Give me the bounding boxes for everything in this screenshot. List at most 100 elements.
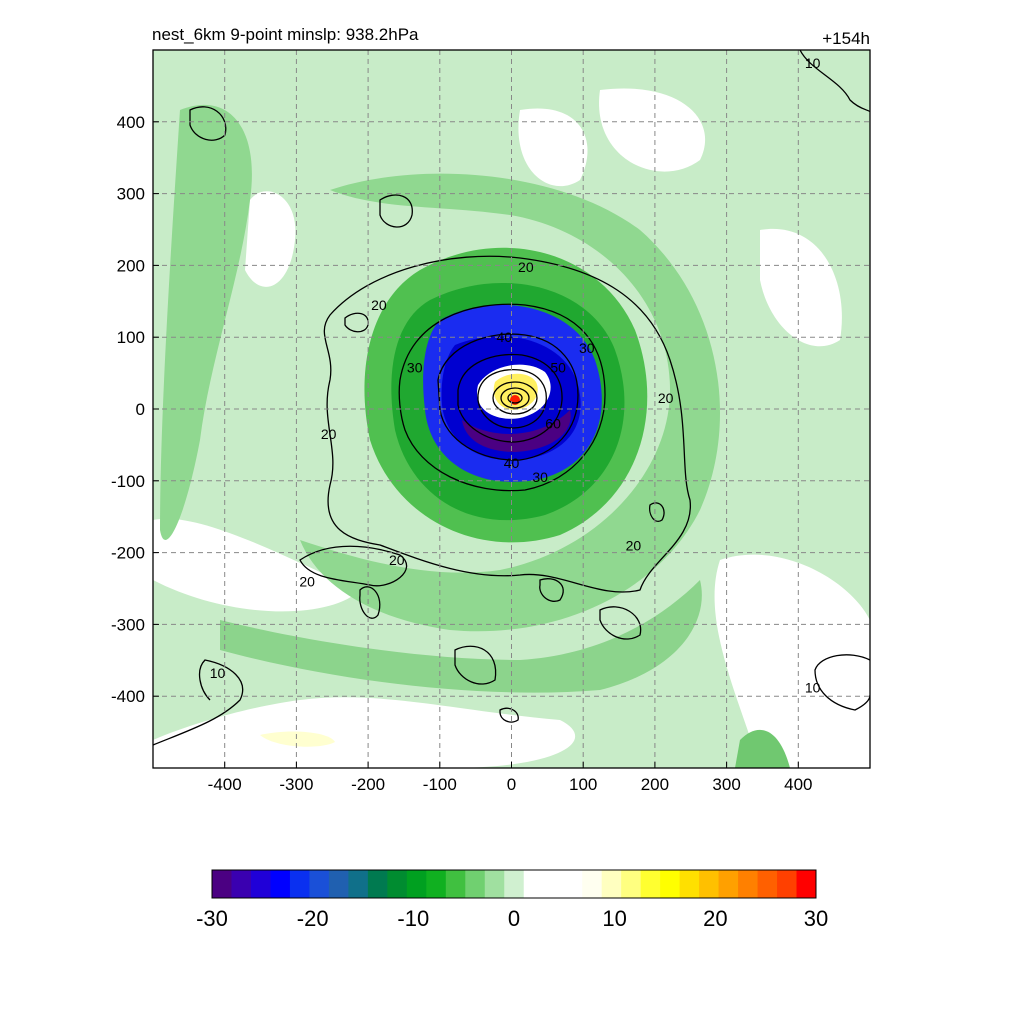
- y-tick-label: 200: [117, 256, 145, 275]
- forecast-hour-label: +154h: [822, 29, 870, 48]
- contour-label: 20: [299, 573, 315, 589]
- contour-label: 20: [389, 552, 405, 568]
- colorbar-segment: [621, 870, 642, 898]
- colorbar-segment: [738, 870, 759, 898]
- contour-small-sw1: [359, 586, 381, 619]
- colorbar-segment: [367, 870, 388, 898]
- colorbar: [211, 869, 817, 899]
- x-tick-label: -200: [351, 775, 385, 794]
- y-tick-label: 300: [117, 185, 145, 204]
- plot-area: 10 10 10 20 20 20 20 20 20 20 30 30 30 40 40 50 60: [153, 50, 870, 768]
- x-tick-label: 200: [641, 775, 669, 794]
- shade-band-south: [220, 580, 702, 693]
- colorbar-tick-label: -20: [297, 906, 329, 931]
- colorbar-segment: [640, 870, 661, 898]
- shade-white-patch-ne: [599, 88, 706, 172]
- shade-eye-warm: [493, 373, 538, 410]
- contour-label: 20: [371, 297, 387, 313]
- x-tick-label: 100: [569, 775, 597, 794]
- contour-label: 30: [532, 469, 548, 485]
- colorbar-segment: [426, 870, 447, 898]
- colorbar-frame: [211, 869, 817, 899]
- colorbar-segment: [660, 870, 681, 898]
- colorbar-segment: [231, 870, 252, 898]
- x-tick-label: 400: [784, 775, 812, 794]
- contour-labels: 10 10 10 20 20 20 20 20 20 20 30 30 30 40 40 50 60: [210, 55, 821, 696]
- contour-30: [398, 303, 606, 492]
- colorbar-segment: [718, 870, 739, 898]
- x-tick-label: -300: [279, 775, 313, 794]
- y-tick-label: -400: [111, 687, 145, 706]
- colorbar-tick-label: 20: [703, 906, 727, 931]
- contour-label: 20: [658, 390, 674, 406]
- shade-white-patch-n: [518, 108, 588, 187]
- colorbar-tick-label: -10: [397, 906, 429, 931]
- contour-small-se: [649, 502, 665, 522]
- colorbar-segment: [250, 870, 271, 898]
- contour-10-se: [814, 654, 870, 711]
- contour-10-sw: [153, 659, 244, 746]
- contour-label: 30: [579, 340, 595, 356]
- colorbar-tick-label: -30: [196, 906, 228, 931]
- contour-label: 40: [504, 455, 520, 471]
- grid-lines: [153, 50, 870, 768]
- x-tick-label: -400: [208, 775, 242, 794]
- contour-label: 40: [497, 329, 513, 345]
- y-axis-ticks: 400 300 200 100 0 -100 -200 -300 -400: [111, 113, 159, 706]
- colorbar-segment: [543, 870, 564, 898]
- colorbar-segment: [601, 870, 622, 898]
- chart-title: nest_6km 9-point minslp: 938.2hPa: [152, 25, 419, 44]
- shade-white-patch-sw: [153, 518, 360, 612]
- y-tick-label: -200: [111, 544, 145, 563]
- shade-white-patch-nw: [245, 191, 296, 287]
- contour-small-s1: [454, 645, 497, 685]
- contour-label: 20: [321, 426, 337, 442]
- contour-40: [437, 333, 579, 461]
- colorbar-segment: [679, 870, 700, 898]
- contour-label: 20: [518, 259, 534, 275]
- contour-label: 60: [545, 415, 561, 431]
- colorbar-tick-label: 10: [602, 906, 626, 931]
- shade-white-patch-e: [760, 228, 842, 347]
- colorbar-segment: [484, 870, 505, 898]
- contour-label: 20: [626, 537, 642, 553]
- shade-white-patch-s: [153, 697, 576, 768]
- contour-10-ne: [799, 50, 870, 113]
- y-tick-label: -100: [111, 472, 145, 491]
- shade-band-se: [735, 729, 790, 768]
- shade-band-mid: [300, 173, 720, 632]
- colorbar-segment: [582, 870, 603, 898]
- contour-60: [477, 369, 547, 429]
- shade-white-patch-se: [714, 554, 870, 768]
- contour-small-s2: [599, 606, 642, 640]
- contours: [153, 50, 870, 746]
- contour-small-nw: [379, 194, 413, 228]
- y-tick-label: 0: [136, 400, 145, 419]
- colorbar-segment: [757, 870, 778, 898]
- contour-20-sw: [299, 545, 408, 587]
- contour-inner-3: [507, 392, 523, 404]
- colorbar-segment: [348, 870, 369, 898]
- y-tick-label: -300: [111, 615, 145, 634]
- contour-20-main: [323, 255, 691, 593]
- x-axis-ticks: -400 -300 -200 -100 0 100 200 300 400: [208, 762, 812, 794]
- contour-label: 30: [407, 359, 423, 375]
- x-tick-label: -100: [423, 775, 457, 794]
- contour-inner-1: [492, 381, 538, 415]
- colorbar-segment: [699, 870, 720, 898]
- colorbar-segment: [387, 870, 408, 898]
- contour-50: [457, 353, 563, 443]
- x-tick-label: 0: [507, 775, 516, 794]
- colorbar-segment: [289, 870, 310, 898]
- colorbar-tick-label: 0: [508, 906, 520, 931]
- colorbar-segment: [796, 870, 817, 898]
- shade-band-west: [160, 104, 252, 540]
- colorbar-segment: [406, 870, 427, 898]
- colorbar-segment: [523, 870, 544, 898]
- colorbar-ticks: -30 -20 -10 0 10 20 30: [196, 906, 828, 931]
- colorbar-segment: [777, 870, 798, 898]
- contour-inner-2: [500, 387, 530, 409]
- colorbar-segment: [504, 870, 525, 898]
- colorbar-segment: [212, 870, 232, 898]
